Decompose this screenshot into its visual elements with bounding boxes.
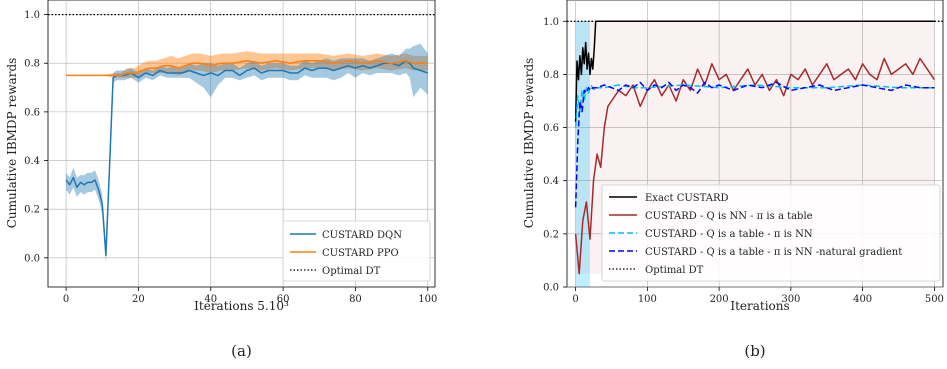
bands-a (66, 43, 428, 263)
lines-b (567, 20, 943, 275)
x-axis-label-b: Iterations (730, 299, 789, 313)
x-tick-label: 60 (277, 294, 290, 305)
custard-q-is-nn-is-a-table-line (574, 57, 936, 275)
custard-dqn-band (66, 43, 428, 263)
x-ticks-a: 0 20 40 60 80 100 (63, 287, 437, 305)
x-tick-label: 400 (853, 294, 872, 305)
y-tick-label: 0.2 (24, 205, 40, 216)
legend-label-q-nn: CUSTARD - Q is NN - π is a table (645, 211, 813, 222)
y-tick-label: 0.2 (543, 229, 559, 240)
x-tick-label: 100 (418, 294, 437, 305)
legend-b: Exact CUSTARD CUSTARD - Q is NN - π is a… (601, 184, 941, 282)
x-tick-label: 200 (710, 294, 729, 305)
y-ticks-b: 0.0 0.2 0.4 0.6 0.8 1.0 (543, 17, 567, 294)
x-tick-label: 100 (638, 294, 657, 305)
x-tick-label: 500 (925, 294, 944, 305)
x-ticks-b: 0 100 200 300 400 500 (572, 287, 944, 305)
legend-label-optimal-b: Optimal DT (645, 265, 704, 276)
legend-label-exact: Exact CUSTARD (645, 193, 729, 204)
caption-a: (a) (231, 342, 252, 360)
custard-ppo-line (66, 60, 428, 77)
y-tick-label: 0.8 (543, 70, 559, 81)
custard-q-is-a-table-is-nn-natural-gradient-line (574, 81, 935, 208)
legend-label-pi-nn: CUSTARD - Q is a table - π is NN (645, 229, 813, 240)
legend-a: CUSTARD DQN CUSTARD PPO Optimal DT (282, 220, 431, 282)
y-tick-label: 0.6 (24, 107, 40, 118)
y-axis-label-b: Cumulative IBMDP rewards (522, 58, 536, 229)
x-tick-label: 0 (63, 294, 69, 305)
y-axis-label-a: Cumulative IBMDP rewards (5, 58, 19, 229)
legend-label-natural-gradient: CUSTARD - Q is a table - π is NN -natura… (645, 247, 902, 258)
lines-a (48, 13, 435, 257)
y-ticks-a: 0.0 0.2 0.4 0.6 0.8 1.0 (24, 10, 48, 264)
chart-panel-b: 0 100 200 300 400 500 0.0 0.2 0.4 0.6 0.8 1.0 Iter… (522, 0, 944, 360)
y-tick-label: 0.0 (24, 253, 40, 264)
x-tick-label: 0 (572, 294, 578, 305)
caption-b: (b) (744, 342, 765, 360)
x-tick-label: 300 (781, 294, 800, 305)
x-axis-label-a: Iterations 5.10³ (194, 299, 289, 313)
x-tick-label: 40 (204, 294, 217, 305)
legend-label-optimal-a: Optimal DT (322, 266, 381, 277)
y-tick-label: 0.4 (24, 156, 40, 167)
y-tick-label: 1.0 (24, 10, 40, 21)
legend-box-b (601, 184, 941, 282)
chart-panel-a: 0 20 40 60 80 100 0.0 0.2 0.4 0.6 0.8 1.0 Iteratio… (5, 0, 437, 360)
x-tick-label: 20 (132, 294, 145, 305)
custard-dqn-line (65, 60, 429, 257)
custard-ppo-band (66, 51, 428, 78)
legend-box-a (282, 220, 431, 282)
y-tick-label: 0.0 (543, 283, 559, 294)
legend-label-dqn: CUSTARD DQN (322, 230, 402, 241)
y-tick-label: 0.4 (543, 176, 559, 187)
y-tick-label: 1.0 (543, 17, 559, 28)
x-tick-label: 80 (349, 294, 362, 305)
y-tick-label: 0.6 (543, 123, 559, 134)
legend-label-ppo: CUSTARD PPO (322, 248, 399, 259)
exact-custard-line (574, 20, 935, 123)
grid-a (48, 0, 435, 287)
y-tick-label: 0.8 (24, 59, 40, 70)
